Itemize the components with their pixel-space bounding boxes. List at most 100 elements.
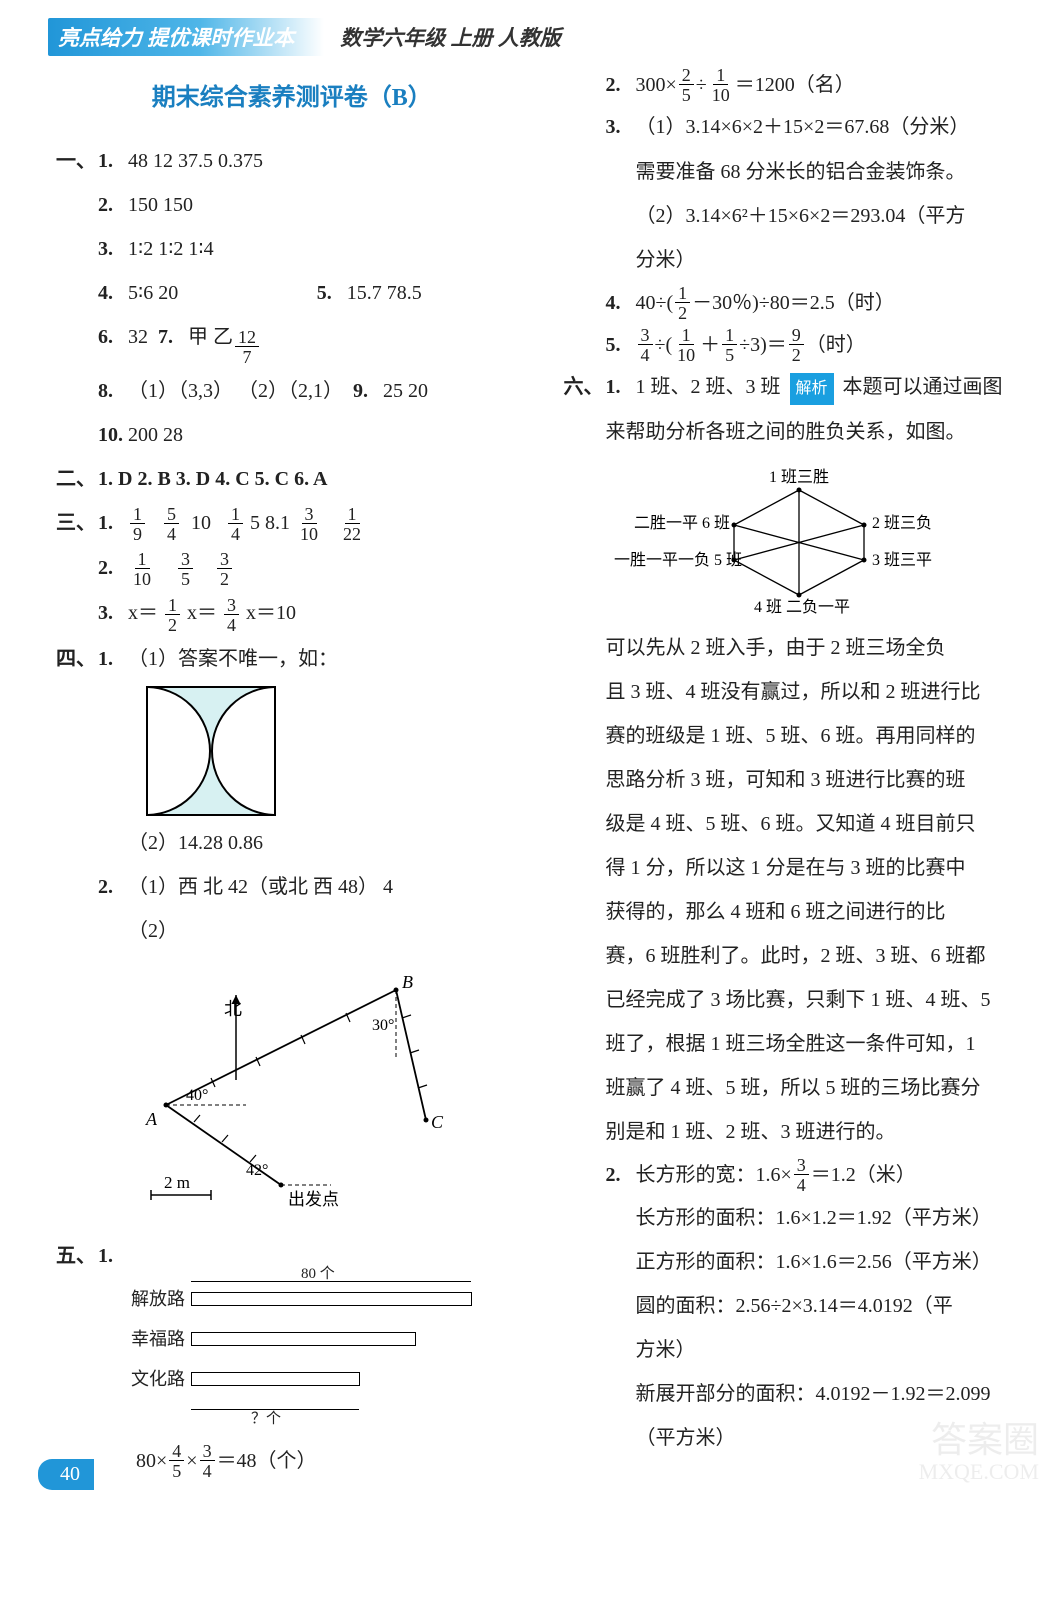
para-line: 可以先从 2 班入手，由于 2 班三场全负 <box>564 628 1036 668</box>
q-label: 2. <box>98 186 128 224</box>
table-row: 2. 110 35 32 <box>56 549 528 588</box>
page-title: 期末综合素养测评卷（B） <box>56 76 528 122</box>
fraction: 110 <box>674 326 698 364</box>
q-label: 2. <box>606 1156 636 1194</box>
point-c: C <box>431 1112 444 1132</box>
q-label: 1. <box>98 142 128 180</box>
bar <box>192 1372 360 1386</box>
q-label: 1. <box>606 368 636 406</box>
q-label: 7. <box>158 318 188 356</box>
answer: 110 35 32 <box>128 549 528 588</box>
para-line: 得 1 分，所以这 1 分是在与 3 班的比赛中 <box>564 848 1036 888</box>
table-row: （2） <box>56 912 528 950</box>
answer: （1）答案不唯一，如： <box>128 640 528 678</box>
table-row: 3. 1∶2 1∶2 1∶4 <box>56 230 528 268</box>
equation: 2. 300× 25 ÷ 110 ＝1200（名） <box>564 66 1036 104</box>
text-line: （2）3.14×6²＋15×6×2＝293.04（平方 <box>564 196 1036 236</box>
left-column: 期末综合素养测评卷（B） 一、 1. 48 12 37.5 0.375 2. 1… <box>56 66 528 1484</box>
fraction: 32 <box>217 550 232 588</box>
answer: （1）西 北 42（或北 西 48） 4 <box>128 868 528 906</box>
q-label: 10. <box>98 416 128 454</box>
answer: 200 28 <box>128 416 183 454</box>
fraction: 92 <box>789 326 804 364</box>
text-line: 新展开部分的面积：4.0192－1.92＝2.099 <box>564 1374 1036 1414</box>
table-row: 3. x＝ 12 x＝ 34 x＝10 <box>56 594 528 633</box>
fraction: 34 <box>638 326 653 364</box>
answer: x＝ 12 x＝ 34 x＝10 <box>128 594 528 633</box>
node: 一胜一平一负 5 班 <box>614 551 742 569</box>
direction-diagram: 北 A B C 40° 30° 42° 出发点 2 m <box>116 960 456 1220</box>
bar-label: 文化路 <box>116 1362 191 1396</box>
fraction: 34 <box>794 1156 809 1194</box>
section-2-row: 二、 1. D 2. B 3. D 4. C 5. C 6. A <box>56 460 528 498</box>
table-row: 2. （1）西 北 42（或北 西 48） 4 <box>56 868 528 906</box>
fraction: 19 <box>130 505 145 543</box>
text-line: 圆的面积：2.56÷2×3.14＝4.0192（平 <box>564 1286 1036 1326</box>
answer: （2） <box>128 912 528 950</box>
fraction: 110 <box>709 66 733 104</box>
table-row: 8. （1）（3,3） （2）（2,1） 9. 25 20 <box>56 372 528 410</box>
answer: 1. D 2. B 3. D 4. C 5. C 6. A <box>98 460 528 498</box>
q-label: 5. <box>606 326 636 364</box>
angle-42: 42° <box>246 1162 268 1179</box>
bar <box>192 1332 416 1346</box>
angle-30: 30° <box>372 1017 394 1034</box>
page-number: 40 <box>38 1459 94 1490</box>
answer: 1∶2 1∶2 1∶4 <box>128 230 528 268</box>
equation: 2. 长方形的宽：1.6× 34 ＝1.2（米） <box>564 1156 1036 1194</box>
para-line: 获得的，那么 4 班和 6 班之间进行的比 <box>564 892 1036 932</box>
bar-row: 文化路 <box>116 1362 528 1396</box>
fraction: 45 <box>169 1442 184 1480</box>
q-label: 3. <box>98 230 128 268</box>
answer: 48 12 37.5 0.375 <box>128 142 528 180</box>
fraction: 12 <box>165 596 180 634</box>
text-line: 正方形的面积：1.6×1.6＝2.56（平方米） <box>564 1242 1036 1282</box>
answer: 甲 乙 <box>188 318 233 356</box>
q-label: 4. <box>606 284 636 322</box>
answer: 19 54 10 14 5 8.1 310 122 <box>128 504 528 543</box>
angle-40: 40° <box>186 1087 208 1104</box>
north-label: 北 <box>224 999 242 1019</box>
header-brand: 亮点给力 提优课时作业本 <box>48 18 324 56</box>
scale-label: 2 m <box>164 1173 190 1192</box>
text-line: 长方形的面积：1.6×1.2＝1.92（平方米） <box>564 1198 1036 1238</box>
content-columns: 期末综合素养测评卷（B） 一、 1. 48 12 37.5 0.375 2. 1… <box>0 66 1059 1504</box>
brace-top: 80 个 <box>301 1260 335 1289</box>
section-6-row-1: 六、 1. 1 班、2 班、3 班 解析 本题可以通过画图 <box>564 368 1036 406</box>
fraction: 12 <box>675 284 690 322</box>
answer: （1）3.14×6×2＋15×2＝67.68（分米） <box>636 108 1036 146</box>
answer: 15.7 78.5 <box>347 274 528 312</box>
answer: （1）（3,3） （2）（2,1） <box>128 372 343 410</box>
text-line: 方米） <box>564 1330 1036 1370</box>
para-line: 赛的班级是 1 班、5 班、6 班。再用同样的 <box>564 716 1036 756</box>
section-3-label: 三、 <box>56 504 98 542</box>
bar <box>192 1292 472 1306</box>
semi-circle <box>211 686 276 816</box>
fraction: 54 <box>164 505 179 543</box>
section-5-label: 五、 <box>56 1237 98 1275</box>
table-row: 2. 150 150 <box>56 186 528 224</box>
fraction: 110 <box>130 550 154 588</box>
section-1-row-1: 一、 1. 48 12 37.5 0.375 <box>56 142 528 180</box>
para-line: 班赢了 4 班、5 班，所以 5 班的三场比赛分 <box>564 1068 1036 1108</box>
node: 二胜一平 6 班 <box>634 514 730 532</box>
q-label: 2. <box>606 66 636 104</box>
table-row: 3. （1）3.14×6×2＋15×2＝67.68（分米） <box>564 108 1036 146</box>
answer: 150 150 <box>128 186 528 224</box>
q-label: 6. <box>98 318 128 356</box>
text-line: 需要准备 68 分米长的铝合金装饰条。 <box>564 152 1036 192</box>
equation: 5. 34 ÷( 110 ＋ 15 ÷3)＝ 92 （时） <box>564 326 1036 364</box>
fraction: 25 <box>679 66 694 104</box>
right-column: 2. 300× 25 ÷ 110 ＝1200（名） 3. （1）3.14×6×2… <box>564 66 1036 1484</box>
fraction: 310 <box>297 505 321 543</box>
bar-label: 幸福路 <box>116 1322 191 1356</box>
fraction: 122 <box>340 505 364 543</box>
answer: 5∶6 20 <box>128 274 309 312</box>
header-subject: 数学六年级 上册 人教版 <box>340 22 561 52</box>
q-label: 9. <box>353 372 383 410</box>
fraction: 35 <box>178 550 193 588</box>
fraction: 12 7 <box>235 328 259 366</box>
answer: 32 <box>128 318 148 356</box>
table-row: （2）14.28 0.86 <box>56 824 528 862</box>
q-label: 3. <box>606 108 636 146</box>
